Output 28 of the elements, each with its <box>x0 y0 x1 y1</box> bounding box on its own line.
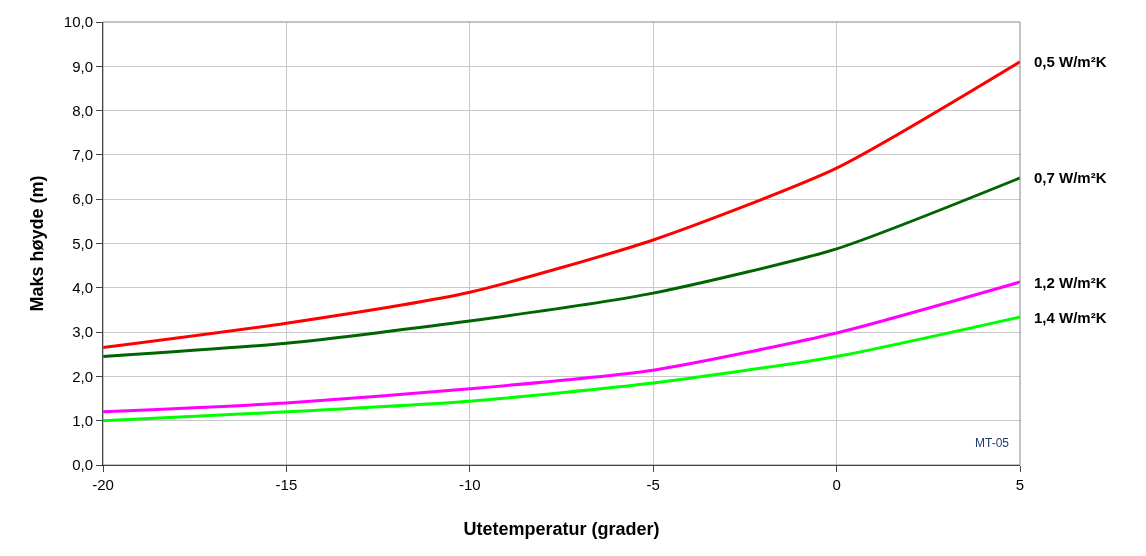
annotation: MT-05 <box>975 436 1010 450</box>
y-tick-label: 6,0 <box>72 190 93 208</box>
y-tick-label: 8,0 <box>72 101 93 119</box>
line-series <box>103 60 1020 350</box>
series-label: 0,5 W/m²K <box>1034 53 1107 70</box>
x-tick-label: -10 <box>458 476 481 493</box>
y-tick-label: 3,0 <box>72 323 93 341</box>
y-tick-label: 2,0 <box>72 367 93 385</box>
y-tick-label: 4,0 <box>72 279 93 297</box>
x-tick-label: -20 <box>92 476 114 493</box>
y-tick-label: 1,0 <box>72 411 93 429</box>
line-series <box>103 176 1020 358</box>
x-tick-label: 5 <box>1015 476 1025 493</box>
y-tick-label: 0,0 <box>72 456 93 474</box>
y-axis-title: Maks høyde (m) <box>27 175 47 312</box>
y-tick-label: 7,0 <box>72 146 93 164</box>
series-label: 0,7 W/m²K <box>1034 169 1107 186</box>
line-series <box>103 315 1020 423</box>
series-label: 1,2 W/m²K <box>1034 274 1107 291</box>
x-tick-label: -5 <box>646 476 660 493</box>
line-series <box>103 280 1020 414</box>
x-tick-label: -15 <box>275 476 298 493</box>
y-tick-label: 9,0 <box>72 57 93 75</box>
y-tick-label: 10,0 <box>63 13 93 31</box>
series-label: 1,4 W/m²K <box>1034 309 1107 326</box>
x-axis-title: Utetemperatur (grader) <box>463 519 660 540</box>
y-tick-label: 5,0 <box>72 234 93 252</box>
x-tick-label: 0 <box>832 476 841 493</box>
